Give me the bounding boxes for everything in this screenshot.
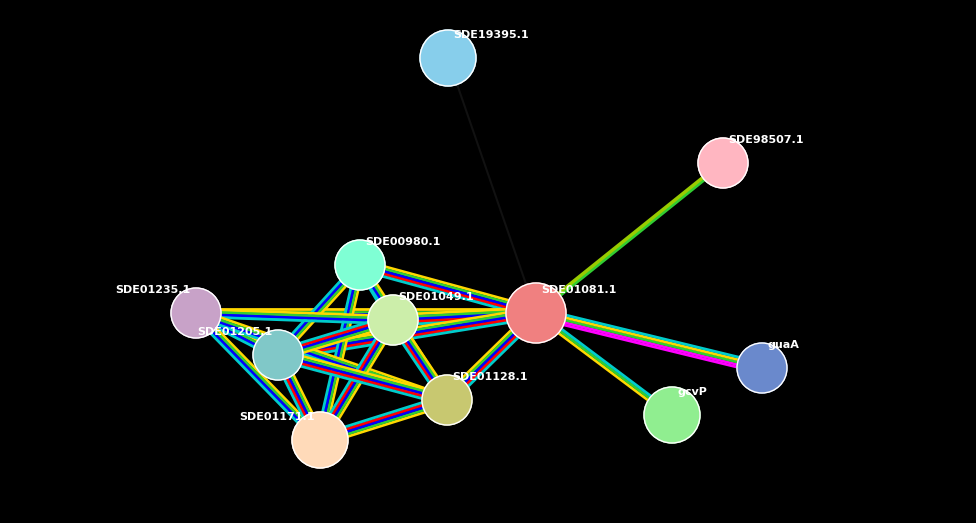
Text: gcvP: gcvP xyxy=(677,387,707,397)
Circle shape xyxy=(422,375,472,425)
Circle shape xyxy=(644,387,700,443)
Circle shape xyxy=(335,240,385,290)
Text: SDE01235.1: SDE01235.1 xyxy=(116,285,191,295)
Circle shape xyxy=(506,283,566,343)
Text: SDE01049.1: SDE01049.1 xyxy=(398,292,473,302)
Text: SDE01205.1: SDE01205.1 xyxy=(198,327,273,337)
Text: SDE01081.1: SDE01081.1 xyxy=(541,285,617,295)
Text: guaA: guaA xyxy=(767,340,799,350)
Circle shape xyxy=(292,412,348,468)
Circle shape xyxy=(171,288,221,338)
Circle shape xyxy=(420,30,476,86)
Text: SDE98507.1: SDE98507.1 xyxy=(728,135,803,145)
Circle shape xyxy=(368,295,418,345)
Text: SDE00980.1: SDE00980.1 xyxy=(365,237,440,247)
Text: SDE19395.1: SDE19395.1 xyxy=(453,30,529,40)
Text: SDE01128.1: SDE01128.1 xyxy=(452,372,527,382)
Circle shape xyxy=(253,330,303,380)
Circle shape xyxy=(698,138,748,188)
Text: SDE01171.1: SDE01171.1 xyxy=(239,412,315,422)
Circle shape xyxy=(737,343,787,393)
